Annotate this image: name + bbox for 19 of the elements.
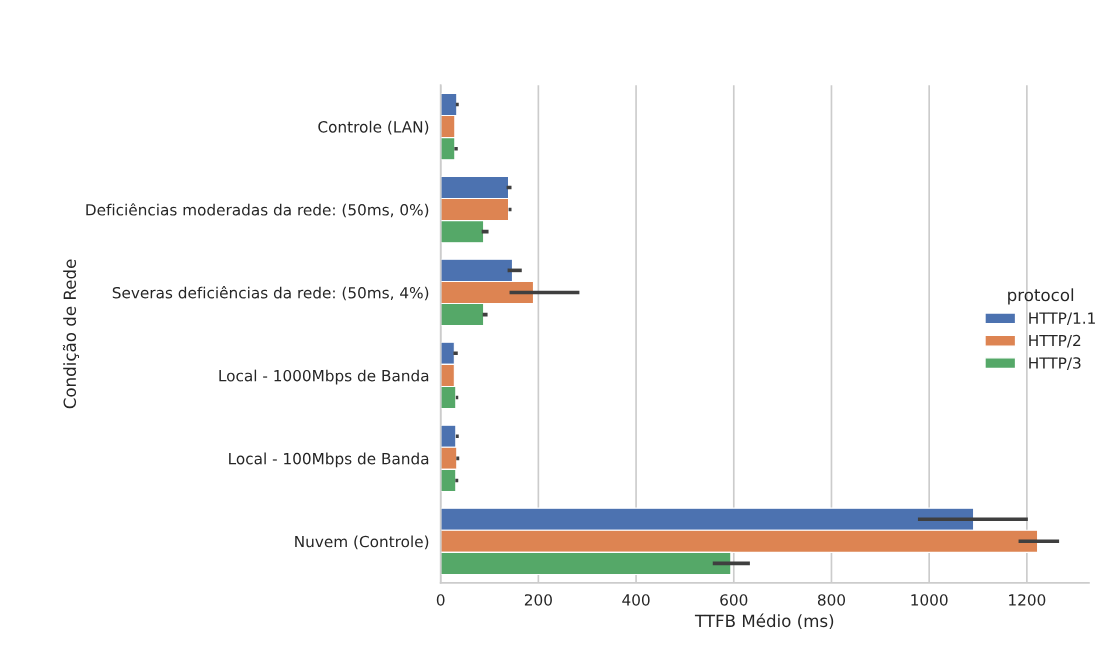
x-tick-label: 600 xyxy=(720,594,748,606)
legend-label: HTTP/2 xyxy=(1029,334,1081,348)
x-tick-label: 0 xyxy=(436,594,445,606)
y-tick-label: Local - 1000Mbps de Banda xyxy=(219,369,429,385)
x-tick-label: 200 xyxy=(524,594,552,606)
y-tick-label: Local - 100Mbps de Banda xyxy=(229,452,429,468)
y-tick-label: Controle (LAN) xyxy=(318,120,429,135)
legend-label: HTTP/1.1 xyxy=(1029,312,1095,326)
x-tick-label: 800 xyxy=(817,594,846,606)
x-axis-title: TTFB Médio (ms) xyxy=(694,613,834,630)
legend-label: HTTP/3 xyxy=(1029,357,1081,370)
y-axis-title: Condição de Rede xyxy=(62,259,80,409)
x-tick-label: 1200 xyxy=(1009,594,1046,606)
x-tick-label: 400 xyxy=(622,594,650,606)
y-tick-label: Nuvem (Controle) xyxy=(295,535,429,550)
y-tick-label: Severas deficiências da rede: (50ms, 4%) xyxy=(112,286,429,301)
legend-title: protocol xyxy=(1008,288,1074,305)
x-tick-label: 1000 xyxy=(911,594,948,606)
y-tick-label: Deficiências moderadas da rede: (50ms, 0%) xyxy=(86,203,429,218)
